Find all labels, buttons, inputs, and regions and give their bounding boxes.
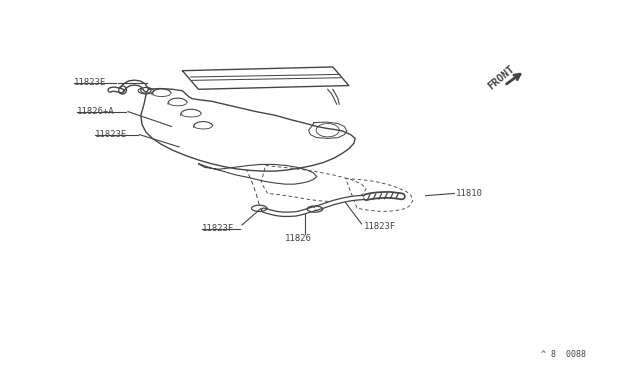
Text: 11823E: 11823E: [74, 78, 106, 87]
Text: 11810: 11810: [456, 189, 483, 198]
Text: 11823E: 11823E: [95, 130, 127, 139]
Text: 11826: 11826: [285, 234, 312, 243]
Text: FRONT: FRONT: [486, 63, 516, 91]
Text: ^ 8  0088: ^ 8 0088: [541, 350, 586, 359]
Text: 11823F: 11823F: [364, 222, 396, 231]
Text: 11826+A: 11826+A: [77, 107, 115, 116]
Text: 11823F: 11823F: [202, 224, 234, 233]
